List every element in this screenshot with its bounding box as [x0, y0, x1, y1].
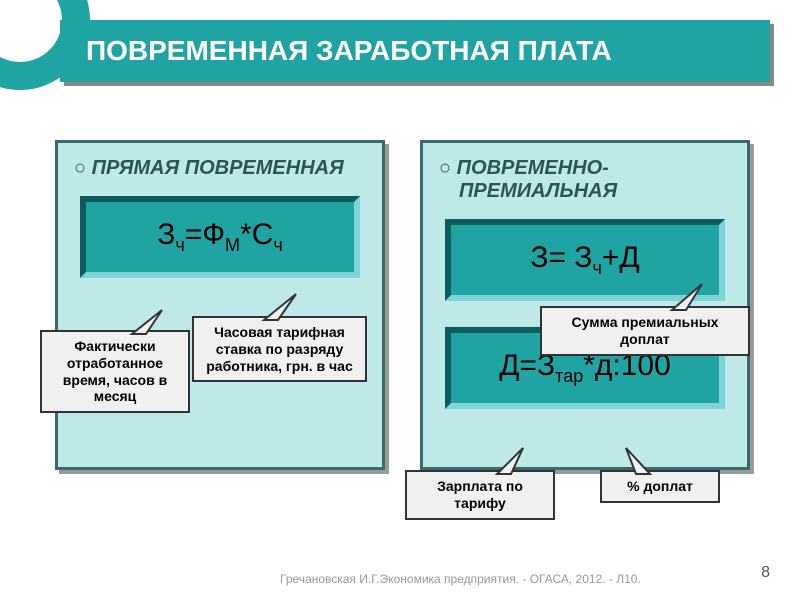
callout-rate: Часовая тарифная ставка по разряду работ… [192, 316, 367, 382]
callout-tariff-salary: Зарплата по тарифу [405, 470, 555, 520]
footer-text: Гречановская И.Г.Экономика предприятия. … [280, 572, 641, 586]
right-heading: ПОВРЕМЕННО-ПРЕМИАЛЬНАЯ [459, 157, 731, 203]
left-formula: Зч=ФМ*Сч [80, 196, 360, 278]
callout-bonus: Сумма премиальных доплат [540, 306, 750, 356]
callout-percent: % доплат [600, 470, 720, 503]
slide-title: ПОВРЕМЕННАЯ ЗАРАБОТНАЯ ПЛАТА [60, 20, 770, 82]
left-heading: ПРЯМАЯ ПОВРЕМЕННАЯ [94, 157, 366, 180]
callout-time: Фактически отработанное время, часов в м… [40, 330, 190, 413]
left-panel: ПРЯМАЯ ПОВРЕМЕННАЯ Зч=ФМ*Сч [55, 140, 385, 470]
page-number: 8 [761, 564, 770, 582]
